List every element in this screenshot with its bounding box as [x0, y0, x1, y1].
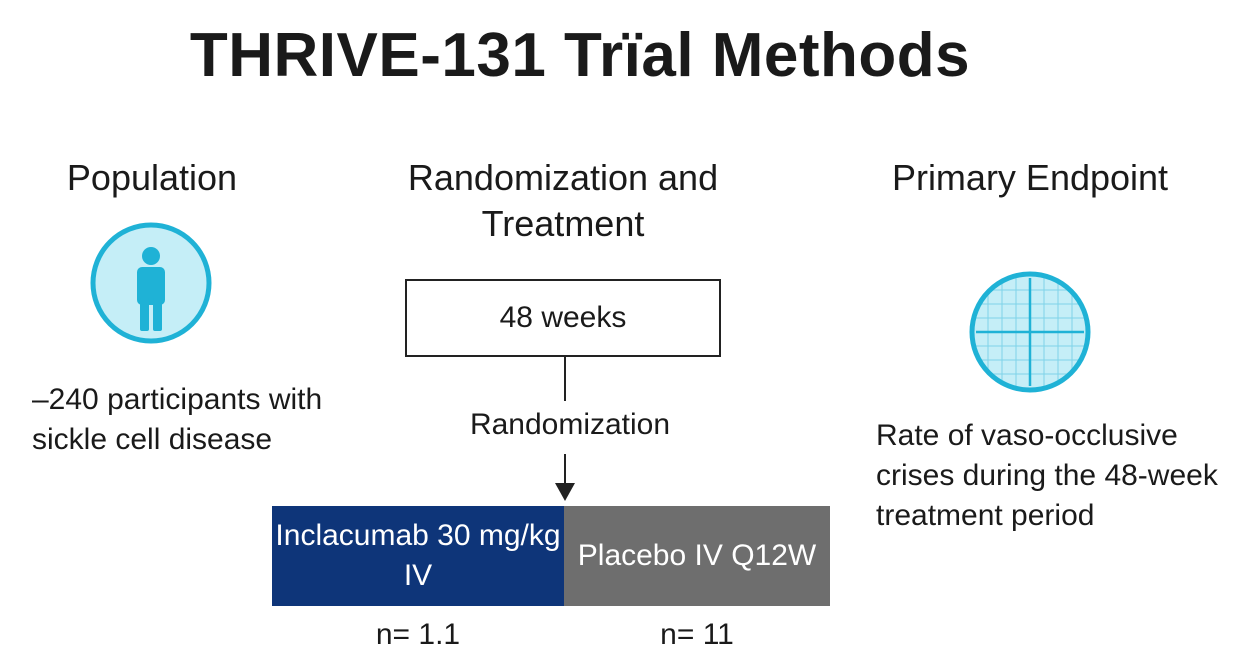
duration-box: 48 weeks [405, 279, 721, 357]
endpoint-description: Rate of vaso-occlusive crises during the… [876, 419, 1218, 532]
arrow-down-icon [555, 483, 575, 501]
arm-inclacumab: Inclacumab 30 mg/kg IV [272, 506, 564, 606]
diagram-title: THRIVE-131 Trïal Methods [189, 21, 971, 90]
randomization-heading: Randomization and Treatment [407, 157, 719, 244]
grid-target-icon [968, 270, 1092, 394]
randomization-label: Randomization [469, 408, 671, 441]
person-icon [90, 222, 212, 344]
arrow-shaft [564, 454, 566, 484]
connector-line [564, 357, 566, 401]
arm-placebo-n: n= 11 [660, 618, 734, 651]
arm-inclacumab-n: n= 1.1 [375, 618, 461, 651]
population-heading: Population [66, 157, 238, 198]
endpoint-heading: Primary Endpoint [891, 157, 1169, 198]
population-description: –240 participants with sickle cell disea… [32, 383, 323, 456]
arm-placebo: Placebo IV Q12W [564, 506, 830, 606]
